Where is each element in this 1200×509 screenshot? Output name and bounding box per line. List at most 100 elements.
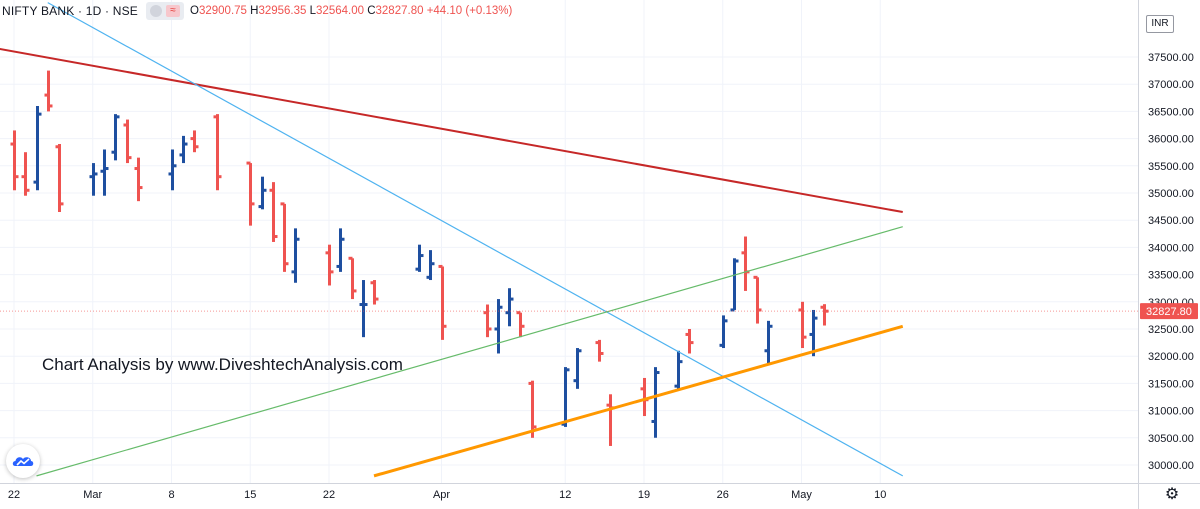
ohlc-bar-down [438,264,447,340]
ohlc-bar-up [179,135,188,164]
x-tick-label: 15 [244,489,256,501]
x-tick-label: 19 [638,489,650,501]
ohlc-bar-down [516,311,525,338]
high-value: 32956.35 [258,5,307,17]
ohlc-bar-down [741,236,750,291]
x-tick-label: May [791,489,812,501]
y-tick-label: 35500.00 [1148,161,1194,173]
y-tick-label: 35000.00 [1148,188,1194,200]
ohlc-values: O32900.75 H32956.35 L32564.00 C32827.80 … [190,5,512,17]
y-tick-label: 34000.00 [1148,242,1194,254]
ohlc-bar-down [269,182,278,242]
y-tick-label: 30500.00 [1148,433,1194,445]
y-tick-label: 36500.00 [1148,106,1194,118]
ohlc-bar-down [44,70,53,112]
ohlc-bar-up [258,176,267,210]
ohlc-bar-down [55,144,64,213]
market-status-badge[interactable]: ≈ [146,2,185,20]
ohlc-bar-up [719,315,728,349]
last-price-label: 32827.80 [1146,306,1192,318]
ohlc-bar-up [730,258,739,312]
trendline-blue [47,2,904,477]
y-tick-label: 37500.00 [1148,52,1194,64]
ohlc-bar-up [573,348,582,389]
ohlc-bar-down [21,152,30,196]
y-tick-label: 36000.00 [1148,134,1194,146]
ohlc-bar-up [426,250,435,281]
y-tick-label: 32500.00 [1148,324,1194,336]
ohlc-bar-down [213,114,222,191]
last-price-badge [1140,303,1198,320]
currency-button[interactable]: INR [1146,15,1174,33]
x-tick-label: Mar [83,489,102,501]
ohlc-bar-down [753,275,762,324]
low-key: L [309,5,317,17]
ohlc-bar-down [528,380,537,438]
x-tick-label: 26 [717,489,729,501]
y-tick-label: 31500.00 [1148,378,1194,390]
change-value: +44.10 (+0.13%) [426,5,513,17]
ohlc-bar-down [798,301,807,349]
trendline-orange [373,324,904,478]
chart-watermark-text: Chart Analysis by www.DiveshtechAnalysis… [42,355,403,374]
y-tick-label: 37000.00 [1148,79,1194,91]
ohlc-bar-up [168,149,177,191]
x-tick-label: 8 [168,489,174,501]
ohlc-bar-up [561,367,570,427]
ohlc-bar-up [674,350,683,389]
ohlc-bar-up [651,367,660,438]
trendline-red [0,47,903,214]
ohlc-bar-down [10,130,19,191]
y-tick-label: 33500.00 [1148,270,1194,282]
ohlc-bar-down [190,130,199,153]
gear-icon[interactable]: ⚙ [1164,486,1180,503]
ohlc-bar-down [348,256,357,300]
y-tick-label: 30000.00 [1148,460,1194,472]
ohlc-bar-down [370,280,379,305]
symbol-title[interactable]: NIFTY BANK · 1D · NSE [2,4,139,18]
x-tick-label: Apr [433,489,450,501]
ohlc-bar-down [325,244,334,286]
cloud-icon [12,457,34,466]
y-tick-label: 34500.00 [1148,215,1194,227]
x-tick-label: 12 [559,489,571,501]
waves-icon: ≈ [166,5,181,17]
chart-header: NIFTY BANK · 1D · NSE ≈ O32900.75 H32956… [0,0,512,22]
ohlc-bar-up [291,228,300,283]
y-tick-label: 32000.00 [1148,351,1194,363]
x-tick-label: 22 [323,489,335,501]
trendline-green [36,226,903,477]
plot-area [0,2,1138,478]
ohlc-bar-down [685,329,694,354]
ohlc-bar-up [111,114,120,161]
x-tick-label: 22 [8,489,20,501]
ohlc-bar-down [595,339,604,362]
ohlc-bar-down [483,304,492,338]
ohlc-bar-down [134,157,143,202]
ohlc-bar-up [100,149,109,196]
y-tick-label: 31000.00 [1148,406,1194,418]
ohlc-bar-up [764,320,773,365]
ohlc-bar-down [246,161,255,226]
ohlc-bar-up [809,309,818,357]
close-value: 32827.80 [375,5,424,17]
open-key: O [190,5,199,17]
ohlc-bar-up [336,228,345,272]
market-status-icon [150,5,163,17]
high-key: H [250,5,259,17]
ohlc-bar-down [123,119,132,164]
ohlc-bar-up [415,244,424,272]
ohlc-bar-down [280,202,289,272]
tradingview-logo[interactable] [6,444,40,478]
open-value: 32900.75 [198,5,247,17]
ohlc-bar-up [33,105,42,191]
ohlc-bar-up [505,288,514,327]
ohlc-bar-up [89,163,98,196]
ohlc-bar-up [494,299,503,354]
x-tick-label: 10 [874,489,886,501]
ohlc-bar-down [820,304,829,326]
low-value: 32564.00 [316,5,364,17]
close-key: C [367,5,376,17]
ohlc-bar-up [359,280,368,338]
